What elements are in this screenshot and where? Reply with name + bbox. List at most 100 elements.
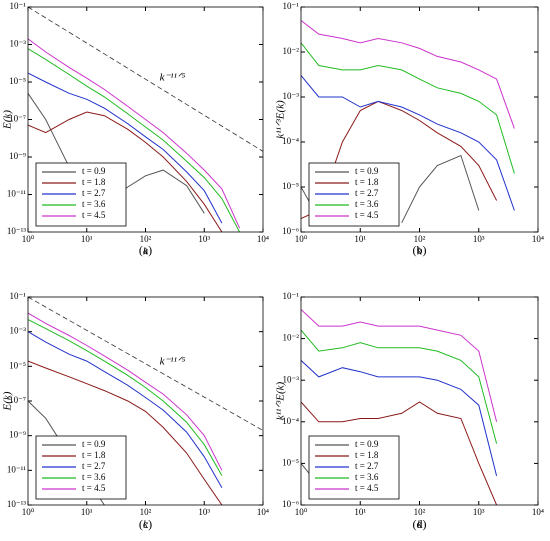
legend-label: t = 0.9: [82, 166, 106, 176]
legend-label: t = 0.9: [355, 439, 379, 449]
series-line: [301, 360, 498, 477]
series-line: [301, 20, 515, 129]
y-tick-label: 10⁻¹: [10, 291, 27, 301]
series-line: [28, 111, 223, 232]
x-tick-label: 10¹: [354, 234, 366, 244]
y-tick-label: 10⁻¹³: [7, 226, 26, 236]
y-tick-label: 10⁻⁴: [282, 136, 299, 146]
y-tick-label: 10⁻²: [283, 333, 300, 343]
y-tick-label: 10⁻⁵: [9, 360, 26, 370]
x-axis-label: k: [143, 519, 149, 531]
x-tick-label: 10⁰: [22, 234, 35, 244]
series-line: [28, 319, 223, 476]
x-tick-label: 10⁴: [257, 507, 269, 517]
legend-label: t = 1.8: [82, 177, 106, 187]
series-line: [301, 42, 515, 174]
panel-label: (a): [139, 243, 152, 257]
legend-label: t = 1.8: [82, 450, 106, 460]
y-tick-label: 10⁻¹: [283, 291, 300, 301]
x-tick-label: 10³: [198, 234, 210, 244]
x-tick-label: 10⁴: [532, 507, 544, 517]
y-tick-label: 10⁻⁷: [9, 114, 26, 124]
x-tick-label: 10¹: [354, 507, 366, 517]
legend-label: t = 4.5: [82, 483, 106, 493]
x-tick-label: 10³: [473, 234, 485, 244]
y-tick-label: 10⁻⁵: [9, 76, 26, 86]
x-tick-label: 10¹: [81, 507, 93, 517]
y-tick-label: 10⁻⁹: [9, 151, 26, 161]
legend-label: t = 3.6: [82, 199, 106, 209]
x-tick-label: 10²: [414, 507, 426, 517]
legend-label: t = 4.5: [82, 210, 106, 220]
legend-label: t = 1.8: [355, 450, 379, 460]
y-tick-label: 10⁻³: [10, 326, 27, 336]
legend-label: t = 0.9: [82, 439, 106, 449]
series-line: [28, 312, 223, 471]
legend-label: t = 3.6: [355, 199, 379, 209]
plot-lines: [28, 297, 263, 505]
series-line: [28, 38, 241, 229]
x-axis-label: k: [143, 246, 149, 258]
legend-label: t = 2.7: [82, 188, 106, 198]
y-tick-label: 10⁻⁵: [282, 181, 299, 191]
legend-label: t = 0.9: [355, 166, 379, 176]
y-tick-label: 10⁻¹: [283, 1, 300, 11]
legend-label: t = 2.7: [355, 461, 379, 471]
y-tick-label: 10⁻⁴: [282, 416, 299, 426]
x-tick-label: 10⁴: [257, 234, 269, 244]
y-tick-label: 10⁻¹: [10, 1, 27, 11]
x-tick-label: 10²: [414, 234, 426, 244]
x-axis-label: k: [417, 519, 423, 531]
panel: 10⁰ 10¹ 10² 10³ 10⁴ 10⁻¹³ 10⁻¹¹ 10⁻⁹ 10⁻⁷ 10⁻⁵ 10⁻…: [2, 1, 270, 257]
reference-label: k⁻¹¹ᐟ⁵: [160, 71, 186, 83]
y-tick-label: 10⁻¹³: [7, 499, 26, 509]
y-tick-label: 10⁻¹¹: [7, 189, 26, 199]
y-tick-label: 10⁻⁶: [282, 226, 299, 236]
y-axis-label: k¹¹ᐟ³E(k): [275, 381, 287, 420]
x-tick-label: 10⁰: [295, 234, 308, 244]
y-tick-label: 10⁻⁹: [9, 430, 26, 440]
series-line: [301, 401, 498, 505]
panel-label: (d): [413, 517, 427, 531]
series-line: [28, 331, 223, 488]
plot-frame: [27, 296, 264, 506]
panel-label: (c): [139, 517, 152, 531]
plot-frame: [300, 6, 539, 233]
series-line: [28, 48, 241, 232]
panel: 10⁰ 10¹ 10² 10³ 10⁴ 10⁻⁶ 10⁻⁵ 10⁻⁴ 10⁻³ 10⁻² 10⁻¹ t…: [275, 291, 545, 531]
x-tick-label: 10⁰: [295, 507, 308, 517]
plot-lines: [301, 309, 498, 505]
series-line: [301, 309, 498, 422]
series-line: [28, 360, 223, 505]
y-tick-label: 10⁻²: [283, 46, 300, 56]
x-tick-label: 10¹: [81, 234, 93, 244]
legend-label: t = 3.6: [82, 472, 106, 482]
x-tick-label: 10⁴: [532, 234, 544, 244]
legend-label: t = 2.7: [355, 188, 379, 198]
x-tick-label: 10²: [140, 234, 152, 244]
series-line: [301, 75, 515, 211]
y-tick-label: 10⁻⁷: [9, 395, 26, 405]
y-tick-label: 10⁻¹¹: [7, 464, 26, 474]
y-tick-label: 10⁻⁶: [282, 499, 299, 509]
reference-line: [28, 7, 263, 152]
legend-label: t = 4.5: [355, 483, 379, 493]
plot-frame: [300, 296, 539, 506]
legend-label: t = 3.6: [355, 472, 379, 482]
y-tick-label: 10⁻³: [283, 374, 300, 384]
x-axis-label: k: [417, 246, 423, 258]
panel-label: (b): [413, 243, 427, 257]
reference-line: [28, 297, 263, 431]
y-axis-label: k¹¹ᐟ³E(k): [275, 100, 287, 139]
x-tick-label: 10³: [198, 507, 210, 517]
legend-label: t = 2.7: [82, 461, 106, 471]
plot-frame: [27, 6, 264, 233]
reference-label: k⁻¹¹ᐟ⁵: [160, 355, 186, 367]
x-tick-label: 10²: [140, 507, 152, 517]
panel: 10⁰ 10¹ 10² 10³ 10⁴ 10⁻¹³ 10⁻¹¹ 10⁻⁹ 10⁻⁷ 10⁻⁵ 10⁻…: [2, 291, 270, 531]
series-line: [28, 72, 223, 224]
y-axis-label: E(k): [2, 110, 14, 130]
legend-label: t = 4.5: [355, 210, 379, 220]
y-tick-label: 10⁻⁵: [282, 457, 299, 467]
